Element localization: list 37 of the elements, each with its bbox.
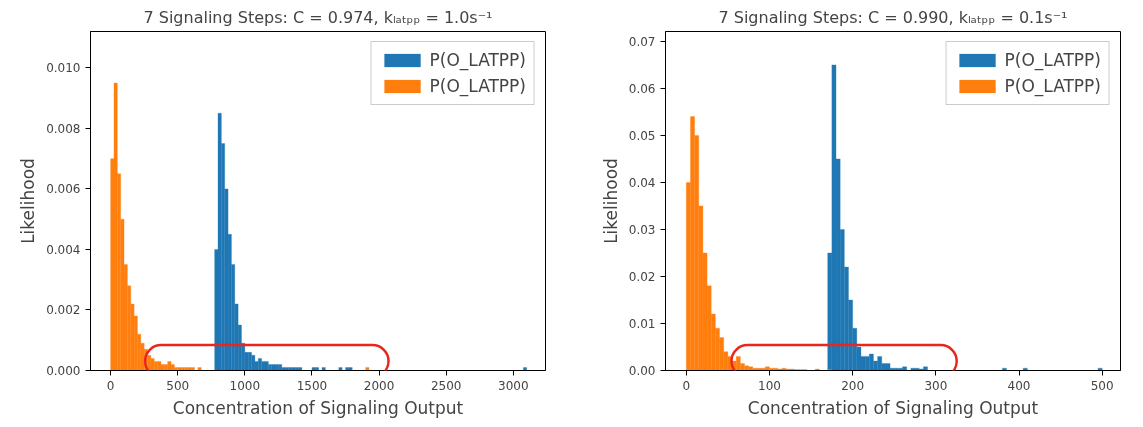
legend-label: P(O_LATPP): [429, 76, 526, 96]
y-axis-title: Likelihood: [600, 158, 621, 244]
y-tick-label: 0.004: [46, 242, 81, 257]
x-tick-label: 0: [682, 378, 691, 393]
y-tick-label: 0.02: [628, 269, 656, 284]
x-tick-label: 500: [166, 378, 190, 393]
y-tick-label: 0.000: [46, 364, 81, 378]
y-tick-label: 0.05: [628, 128, 656, 143]
x-axis-title: Concentration of Signaling Output: [747, 397, 1039, 418]
chart-title: 7 Signaling Steps: C = 0.990, kₗₐₜₚₚ = 0.1s⁻¹: [718, 7, 1068, 27]
y-tick-label: 0.04: [628, 175, 656, 190]
x-tick-label: 1500: [296, 378, 328, 393]
x-tick-label: 0: [106, 378, 115, 393]
chart-title: 7 Signaling Steps: C = 0.974, kₗₐₜₚₚ = 1.0s⁻¹: [143, 7, 493, 27]
x-tick-label: 500: [1090, 378, 1114, 393]
x-tick-label: 100: [758, 378, 781, 393]
y-tick-label: 0.01: [628, 316, 656, 331]
y-tick-label: 0.010: [46, 61, 81, 76]
y-tick-label: 0.002: [46, 303, 81, 318]
x-tick-label: 200: [841, 378, 865, 393]
x-tick-label: 3000: [498, 378, 529, 393]
legend-label: P(O_LATPP): [429, 50, 526, 70]
y-tick-label: 0.006: [46, 182, 81, 197]
legend-label: P(O_LATPP): [1004, 76, 1101, 96]
x-axis-title: Concentration of Signaling Output: [172, 397, 464, 418]
x-tick-label: 2000: [363, 378, 395, 393]
y-tick-label: 0.07: [628, 34, 656, 49]
y-tick-label: 0.06: [628, 81, 656, 96]
y-tick-label: 0.03: [628, 222, 656, 237]
x-tick-label: 2500: [430, 378, 462, 393]
x-tick-label: 300: [924, 378, 948, 393]
y-axis-title: Likelihood: [18, 158, 39, 244]
y-tick-label: 0.00: [628, 364, 656, 378]
legend-label: P(O_LATPP): [1004, 50, 1101, 70]
x-tick-label: 400: [1007, 378, 1031, 393]
x-tick-label: 1000: [229, 378, 261, 393]
y-tick-label: 0.008: [46, 121, 81, 136]
